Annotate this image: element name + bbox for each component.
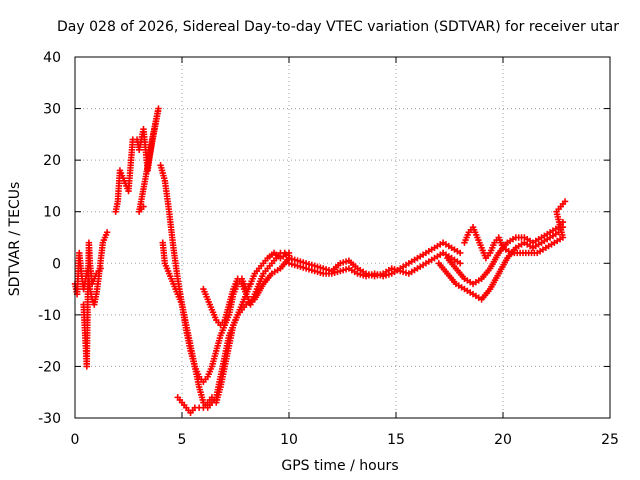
x-axis-label: GPS time / hours [281, 458, 398, 474]
y-tick-label: -10 [38, 308, 61, 324]
data-point [561, 198, 569, 205]
chart-title: Day 028 of 2026, Sidereal Day-to-day VTE… [57, 19, 619, 35]
y-tick-label: 0 [52, 256, 61, 272]
data-point [457, 260, 464, 267]
series-trace-g [200, 249, 293, 329]
y-tick-labels: -30 -20 -10 0 10 20 30 40 [38, 50, 61, 427]
series-trace-l [461, 198, 569, 262]
series-trace-j [435, 223, 567, 303]
x-tick-label: 10 [280, 432, 298, 448]
y-tick-label: -20 [38, 359, 61, 375]
y-tick-label: -30 [38, 411, 61, 427]
series-trace-i [285, 239, 464, 280]
data-point [103, 229, 111, 236]
series-trace-b [80, 239, 104, 370]
y-tick-label: 20 [43, 153, 61, 169]
plot-frame [74, 56, 611, 419]
y-tick-label: 30 [43, 102, 61, 118]
x-tick-label: 15 [387, 432, 405, 448]
y-axis-label: SDTVAR / TECUs [7, 182, 23, 297]
y-tick-label: 40 [43, 50, 61, 66]
x-tick-label: 25 [601, 432, 619, 448]
data-point [97, 265, 104, 272]
y-tick-label: 10 [43, 205, 61, 221]
marks-layer [71, 105, 569, 417]
data-point [457, 249, 464, 257]
x-tick-label: 5 [178, 432, 187, 448]
x-tick-label: 0 [71, 432, 80, 448]
x-tick-labels: 0 5 10 15 20 25 [71, 432, 619, 448]
data-point [281, 249, 288, 257]
data-point [140, 203, 147, 210]
x-tick-label: 20 [494, 432, 512, 448]
series-trace-c [112, 105, 162, 215]
